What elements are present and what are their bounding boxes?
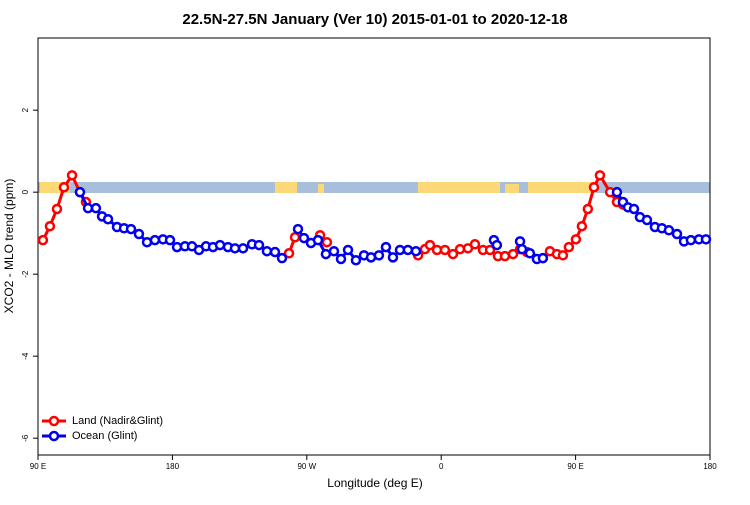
data-point [51, 203, 63, 215]
data-point [563, 241, 575, 253]
data-point [469, 238, 481, 250]
data-point [292, 223, 304, 235]
map-strip [38, 182, 710, 193]
data-point [671, 228, 683, 240]
y-tick-label: -2 [21, 270, 30, 278]
ocean-strip [38, 182, 710, 193]
x-tick-label: 90 E [30, 462, 46, 471]
data-point [164, 234, 176, 246]
data-point [328, 245, 340, 257]
x-tick-label: 90 E [567, 462, 583, 471]
data-point [380, 241, 392, 253]
data-point [524, 248, 536, 259]
data-point [507, 248, 519, 260]
data-point [335, 253, 347, 265]
data-point [516, 243, 528, 255]
land-strip [275, 182, 297, 193]
data-point [298, 232, 310, 244]
land-strip [505, 184, 519, 193]
data-point [594, 170, 606, 181]
data-point [424, 239, 436, 251]
data-point [373, 250, 385, 261]
data-point [320, 248, 332, 260]
x-tick-label: 90 W [297, 462, 316, 471]
data-point [342, 244, 354, 256]
data-point [74, 186, 86, 198]
series-line [615, 191, 706, 243]
data-point [611, 186, 623, 198]
data-point [576, 220, 588, 232]
legend-label: Ocean (Glint) [72, 430, 137, 442]
y-tick-label: 0 [21, 189, 30, 194]
data-point [641, 214, 653, 226]
data-point [439, 244, 451, 256]
legend-marker [48, 415, 60, 427]
land-strip [418, 182, 500, 193]
data-point [410, 245, 422, 257]
data-point [570, 234, 582, 245]
data-point [312, 234, 324, 246]
data-point [588, 182, 600, 193]
y-tick-label: -6 [21, 434, 30, 442]
data-point [237, 243, 249, 254]
chart-title: 22.5N-27.5N January (Ver 10) 2015-01-01 … [182, 11, 567, 28]
plot-frame [37, 37, 711, 456]
data-point [499, 250, 511, 262]
data-point [283, 248, 295, 259]
data-point [663, 225, 675, 236]
x-tick-label: 180 [166, 462, 180, 471]
land-strip [318, 184, 324, 193]
data-point [557, 250, 569, 261]
land-strip [40, 182, 70, 193]
x-axis-label: Longitude (deg E) [327, 476, 422, 490]
data-point [582, 203, 594, 215]
data-point [229, 243, 241, 254]
data-point [447, 248, 459, 260]
x-tick-label: 180 [703, 462, 717, 471]
data-point [491, 239, 503, 251]
data-point [269, 246, 281, 258]
data-point [276, 252, 288, 264]
data-point [37, 234, 49, 246]
data-point [102, 213, 114, 225]
data-point [402, 244, 414, 256]
data-point [685, 234, 697, 246]
data-point [537, 252, 549, 264]
data-point [133, 228, 145, 240]
data-point [387, 252, 399, 263]
y-tick-label: 2 [21, 107, 30, 112]
data-point [628, 203, 640, 215]
data-point [350, 254, 362, 266]
legend-label: Land (Nadir&Glint) [72, 415, 163, 427]
data-point [321, 236, 333, 248]
land-strip [528, 182, 596, 193]
y-tick-label: -4 [21, 352, 30, 360]
data-point [289, 232, 301, 243]
data-point [261, 245, 273, 257]
y-axis-label: XCO2 - MLO trend (ppm) [2, 179, 16, 314]
data-point [484, 244, 496, 256]
data-point [253, 239, 265, 251]
data-point [58, 182, 70, 193]
legend: Land (Nadir&Glint) Ocean (Glint) [42, 415, 163, 442]
x-tick-label: 0 [439, 462, 444, 471]
data-point [90, 202, 102, 214]
data-point [66, 170, 78, 181]
data-point [125, 223, 137, 235]
legend-marker [48, 430, 60, 442]
data-point [44, 220, 56, 232]
data-point [700, 234, 712, 245]
data-point [149, 234, 161, 246]
